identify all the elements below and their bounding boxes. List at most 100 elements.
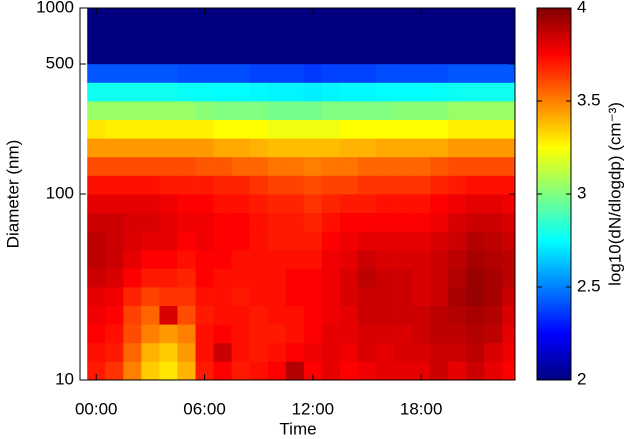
heat-cell (285, 138, 305, 158)
heat-cell (466, 231, 485, 251)
heat-cell (339, 26, 359, 46)
heat-cell (87, 212, 106, 232)
heat-cell (303, 324, 323, 344)
heat-cell (177, 138, 196, 158)
heat-cell (448, 101, 467, 120)
heat-cell (448, 119, 467, 139)
heat-cell (466, 175, 485, 195)
heat-cell (394, 8, 413, 28)
heat-cell (321, 82, 341, 102)
heat-cell (303, 231, 323, 251)
heat-cell (213, 287, 233, 306)
heat-cell (321, 8, 341, 28)
heat-cell (87, 231, 106, 251)
heat-cell (339, 175, 359, 195)
heat-cell (376, 268, 395, 288)
heat-cell (141, 287, 160, 306)
heat-cell (448, 63, 467, 83)
heat-cell (87, 82, 106, 102)
heat-cell (231, 305, 251, 325)
heat-cell (448, 305, 467, 325)
heat-cell (177, 212, 196, 232)
heat-cell (213, 249, 233, 269)
x-axis-label: Time (279, 419, 316, 438)
heat-cell (87, 361, 106, 380)
heat-cell (339, 82, 359, 102)
heat-cell (141, 231, 160, 251)
heat-cell (484, 45, 503, 65)
heat-cell (484, 175, 503, 195)
heat-cell (141, 138, 160, 158)
heat-cell (123, 194, 142, 214)
heat-cell (484, 305, 503, 325)
heat-cell (87, 175, 106, 195)
heat-cell (231, 63, 251, 83)
colorbar-label: log10(dN/dlogdp) (cm⁻³) (605, 102, 624, 286)
heat-cell (430, 101, 449, 120)
heat-cell (213, 8, 233, 28)
heat-cell (195, 342, 214, 362)
x-tick-label: 12:00 (292, 399, 335, 418)
heat-cell (285, 268, 305, 288)
heat-cell (394, 156, 413, 176)
heat-cell (249, 119, 269, 139)
heat-cell (502, 324, 515, 344)
heat-cell (339, 156, 359, 176)
heat-cell (249, 342, 269, 362)
heat-cell (105, 305, 124, 325)
heat-cell (466, 212, 485, 232)
heat-cell (87, 8, 106, 28)
heat-cell (502, 361, 515, 380)
heat-cell (231, 101, 251, 120)
heat-cell (502, 175, 515, 195)
heat-cell (285, 119, 305, 139)
heat-cell (123, 212, 142, 232)
heat-cell (412, 26, 431, 46)
heat-cell (267, 212, 287, 232)
heat-cell (123, 361, 142, 380)
heat-cell (394, 231, 413, 251)
heat-cell (321, 342, 341, 362)
heat-cell (267, 138, 287, 158)
heat-cell (376, 305, 395, 325)
heat-cell (249, 305, 269, 325)
heat-cell (141, 324, 160, 344)
heat-cell (357, 342, 377, 362)
heat-cell (466, 45, 485, 65)
heat-cell (123, 324, 142, 344)
heat-cell (267, 101, 287, 120)
heat-cell (213, 26, 233, 46)
heat-cell (466, 287, 485, 306)
heat-cell (285, 82, 305, 102)
heat-cell (105, 287, 124, 306)
heat-cell (213, 82, 233, 102)
heat-cell (177, 305, 196, 325)
y-tick-label: 100 (46, 183, 74, 202)
heat-cell (466, 138, 485, 158)
heat-cell (502, 8, 515, 28)
heat-cell (357, 45, 377, 65)
colorbar-tick-label: 2.5 (577, 276, 601, 295)
heat-cell (195, 45, 214, 65)
heat-cell (303, 45, 323, 65)
heat-cell (448, 249, 467, 269)
heat-cell (303, 287, 323, 306)
heat-cell (231, 361, 251, 380)
heat-cell (195, 268, 214, 288)
heat-cell (87, 268, 106, 288)
y-tick-label: 1000 (36, 0, 74, 16)
heat-cell (267, 45, 287, 65)
heat-cell (448, 26, 467, 46)
heat-cell (87, 119, 106, 139)
heat-cell (502, 212, 515, 232)
heat-cell (466, 305, 485, 325)
heat-cell (123, 138, 142, 158)
heat-cell (177, 63, 196, 83)
heat-cell (267, 249, 287, 269)
heat-cell (195, 156, 214, 176)
heat-cell (484, 231, 503, 251)
heat-cell (321, 45, 341, 65)
heat-cell (123, 8, 142, 28)
heat-cell (321, 212, 341, 232)
heat-cell (159, 175, 178, 195)
